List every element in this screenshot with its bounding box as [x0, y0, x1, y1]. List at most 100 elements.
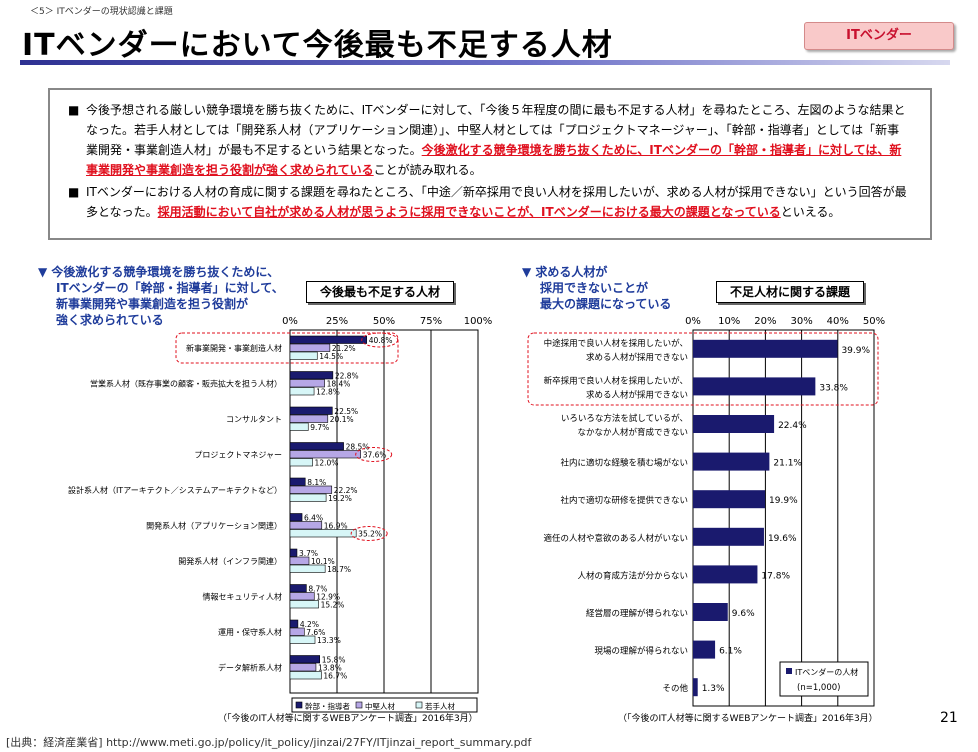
- data-label: 39.9%: [841, 346, 870, 356]
- bar: [693, 527, 764, 546]
- summary-bullet-1: ■ 今後予想される厳しい競争環境を勝ち抜くために、ITベンダーに対して、「今後５…: [68, 100, 910, 180]
- bar: [289, 548, 298, 557]
- bar: [289, 414, 329, 423]
- page-number: 21: [940, 710, 958, 726]
- right-note: ▼ 求める人材が 採用できないことが 最大の課題になっている: [522, 264, 722, 312]
- bar: [289, 406, 333, 415]
- data-label: 14.5%: [319, 352, 343, 361]
- bar: [289, 655, 321, 664]
- plot-frame: [692, 329, 875, 707]
- category-label: 開発系人材（アプリケーション関連）: [146, 521, 282, 531]
- data-label: 6.4%: [304, 514, 323, 523]
- summary-bullet-2: ■ ITベンダーにおける人材の育成に関する課題を尋ねたところ、「中途／新卒採用で…: [68, 182, 910, 222]
- triangle-down-icon: ▼: [522, 265, 532, 279]
- bullet-square-icon: ■: [68, 185, 80, 199]
- bar: [289, 671, 322, 680]
- bar: [289, 450, 361, 459]
- bar: [289, 387, 315, 396]
- data-label: 20.1%: [330, 415, 354, 424]
- data-label: 12.0%: [315, 459, 339, 468]
- data-label: 19.9%: [769, 496, 798, 506]
- category-label: その他: [662, 683, 688, 694]
- category-label: 開発系人材（インフラ関連）: [178, 556, 282, 566]
- data-label: 15.2%: [321, 601, 345, 610]
- bar: [289, 442, 344, 451]
- data-label: 22.5%: [334, 407, 358, 416]
- bar: [693, 377, 816, 396]
- data-label: 8.1%: [307, 478, 326, 487]
- x-tick-label: 50%: [373, 316, 395, 327]
- bar: [693, 640, 716, 659]
- legend-box: [779, 661, 869, 697]
- data-label: 15.8%: [322, 656, 346, 665]
- category-label: プロジェクトマネジャー: [194, 451, 282, 460]
- x-tick-label: 0%: [282, 316, 298, 327]
- data-label: 22.4%: [778, 421, 807, 431]
- legend-label: 若手人材: [425, 701, 455, 711]
- legend-swatch: [355, 701, 363, 709]
- data-label: 4.2%: [300, 620, 319, 629]
- category-label: 新卒採用で良い人材を採用したいが、: [544, 375, 688, 386]
- x-tick-label: 10%: [718, 316, 740, 327]
- data-label: 7.6%: [306, 628, 325, 637]
- triangle-down-icon: ▼: [38, 265, 48, 279]
- legend-n: (n=1,000): [797, 683, 840, 693]
- bar: [289, 335, 368, 344]
- right-survey-note: （「今後のIT人材等に関するWEBアンケート調査」2016年3月）: [618, 714, 878, 724]
- data-label: 21.1%: [773, 459, 802, 469]
- summary-1-highlight: 今後激化する競争環境を勝ち抜くために、ITベンダーの「幹部・指導者」に対しては、…: [86, 143, 902, 177]
- category-label: コンサルタント: [226, 415, 282, 424]
- bar: [289, 477, 306, 486]
- category-label: いろいろな方法を試しているが、: [561, 413, 688, 424]
- data-label: 22.2%: [334, 486, 358, 495]
- category-label: 営業系人材（既存事業の顧客・販売拡大を担う人材）: [90, 379, 282, 389]
- data-label: 28.5%: [346, 443, 370, 452]
- bar: [289, 619, 299, 628]
- right-note-line-3: 最大の課題になっている: [540, 297, 672, 311]
- left-note-line-1: 今後激化する競争環境を勝ち抜くために、: [51, 265, 280, 279]
- bar: [693, 490, 766, 509]
- bar: [289, 556, 310, 565]
- x-tick-label: 25%: [326, 316, 348, 327]
- data-label: 22.8%: [335, 372, 359, 381]
- category-label: 経営層の理解が得られない: [586, 608, 688, 619]
- data-label: 10.1%: [311, 557, 335, 566]
- category-label: 社内に適切な経験を積む場がない: [560, 458, 688, 469]
- category-label: 求める人材が採用できない: [586, 352, 688, 363]
- category-label: 情報セキュリティ人材: [202, 592, 282, 602]
- left-note: ▼ 今後激化する競争環境を勝ち抜くために、 ITベンダーの「幹部・指導者」に対し…: [38, 264, 298, 328]
- bar: [693, 678, 698, 697]
- highlight-oval: [355, 447, 393, 462]
- bar: [289, 371, 334, 380]
- data-label: 8.7%: [308, 585, 327, 594]
- bar: [289, 493, 327, 502]
- x-tick-label: 100%: [464, 316, 493, 327]
- category-label: 社内で適切な研修を提供できない: [560, 495, 688, 506]
- source-footer: [出典：経済産業省] http://www.meti.go.jp/policy/…: [6, 736, 532, 749]
- data-label: 16.9%: [324, 522, 348, 531]
- title-rule: [20, 60, 950, 65]
- data-label: 21.2%: [332, 344, 356, 353]
- bar: [289, 351, 318, 360]
- data-label: 17.8%: [761, 571, 790, 581]
- x-tick-label: 20%: [754, 316, 776, 327]
- category-label: 適任の人材や意欲のある人材がいない: [543, 533, 688, 544]
- data-label: 33.8%: [819, 383, 848, 393]
- left-chart-title: 今後最も不足する人材: [306, 281, 454, 303]
- data-label: 13.8%: [318, 664, 342, 673]
- category-label: 現場の理解が得られない: [594, 646, 688, 657]
- data-label: 35.2%: [358, 530, 382, 539]
- bar: [289, 422, 309, 431]
- highlight-box: [527, 332, 879, 406]
- right-chart-title: 不足人材に関する課題: [716, 281, 864, 303]
- data-label: 9.7%: [310, 423, 329, 432]
- data-label: 16.7%: [323, 672, 347, 681]
- bar: [289, 529, 357, 538]
- bar: [289, 600, 319, 609]
- summary-1-suffix: ことが読み取れる。: [373, 163, 482, 177]
- bar: [289, 485, 333, 494]
- data-label: 12.9%: [316, 593, 340, 602]
- bar: [289, 343, 331, 352]
- bar: [693, 452, 770, 471]
